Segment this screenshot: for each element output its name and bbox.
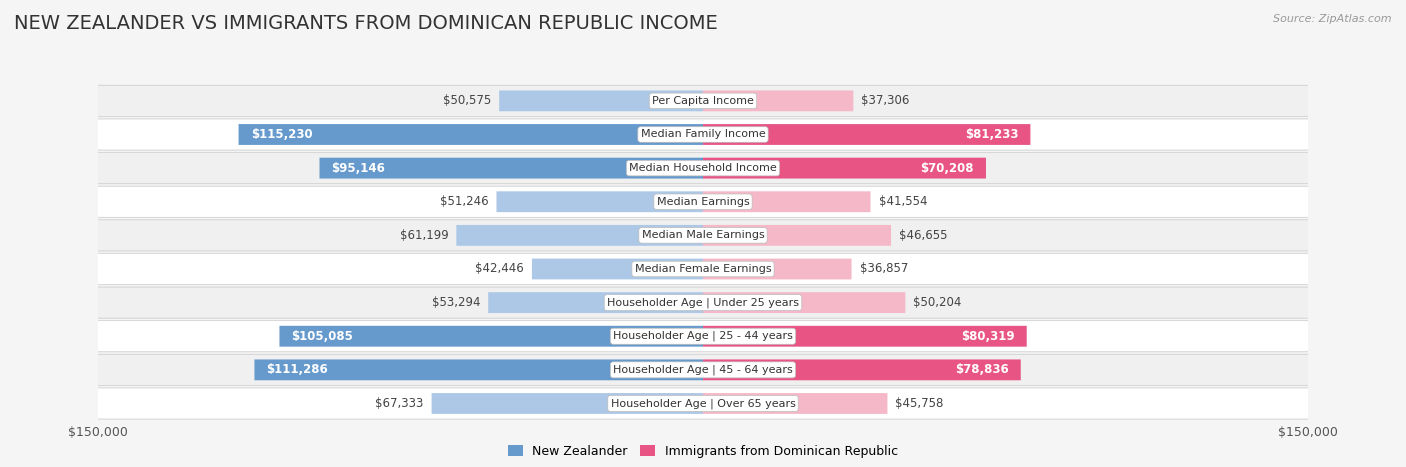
- FancyBboxPatch shape: [703, 360, 1021, 380]
- FancyBboxPatch shape: [254, 360, 703, 380]
- Text: $95,146: $95,146: [332, 162, 385, 175]
- Text: Median Female Earnings: Median Female Earnings: [634, 264, 772, 274]
- FancyBboxPatch shape: [86, 354, 1320, 386]
- FancyBboxPatch shape: [280, 326, 703, 347]
- Text: $51,246: $51,246: [440, 195, 488, 208]
- Text: NEW ZEALANDER VS IMMIGRANTS FROM DOMINICAN REPUBLIC INCOME: NEW ZEALANDER VS IMMIGRANTS FROM DOMINIC…: [14, 14, 718, 33]
- FancyBboxPatch shape: [86, 320, 1320, 353]
- Text: $37,306: $37,306: [862, 94, 910, 107]
- FancyBboxPatch shape: [86, 387, 1320, 420]
- FancyBboxPatch shape: [93, 85, 1313, 116]
- Text: $70,208: $70,208: [921, 162, 974, 175]
- Text: $41,554: $41,554: [879, 195, 927, 208]
- Text: Source: ZipAtlas.com: Source: ZipAtlas.com: [1274, 14, 1392, 24]
- Text: Householder Age | 45 - 64 years: Householder Age | 45 - 64 years: [613, 365, 793, 375]
- Text: Householder Age | Over 65 years: Householder Age | Over 65 years: [610, 398, 796, 409]
- Text: $81,233: $81,233: [965, 128, 1018, 141]
- Text: $50,575: $50,575: [443, 94, 491, 107]
- FancyBboxPatch shape: [496, 191, 703, 212]
- FancyBboxPatch shape: [93, 153, 1313, 184]
- FancyBboxPatch shape: [488, 292, 703, 313]
- FancyBboxPatch shape: [531, 259, 703, 279]
- FancyBboxPatch shape: [239, 124, 703, 145]
- Text: $115,230: $115,230: [250, 128, 312, 141]
- FancyBboxPatch shape: [86, 219, 1320, 252]
- Text: $78,836: $78,836: [955, 363, 1008, 376]
- Text: $61,199: $61,199: [399, 229, 449, 242]
- Text: $46,655: $46,655: [898, 229, 948, 242]
- FancyBboxPatch shape: [86, 185, 1320, 218]
- FancyBboxPatch shape: [86, 253, 1320, 285]
- FancyBboxPatch shape: [703, 393, 887, 414]
- Text: $42,446: $42,446: [475, 262, 524, 276]
- Text: $53,294: $53,294: [432, 296, 479, 309]
- FancyBboxPatch shape: [703, 225, 891, 246]
- FancyBboxPatch shape: [93, 220, 1313, 251]
- FancyBboxPatch shape: [703, 124, 1031, 145]
- Legend: New Zealander, Immigrants from Dominican Republic: New Zealander, Immigrants from Dominican…: [508, 445, 898, 458]
- FancyBboxPatch shape: [86, 85, 1320, 117]
- Text: $36,857: $36,857: [859, 262, 908, 276]
- Text: $67,333: $67,333: [375, 397, 423, 410]
- Text: Per Capita Income: Per Capita Income: [652, 96, 754, 106]
- Text: Householder Age | 25 - 44 years: Householder Age | 25 - 44 years: [613, 331, 793, 341]
- Text: Householder Age | Under 25 years: Householder Age | Under 25 years: [607, 297, 799, 308]
- FancyBboxPatch shape: [93, 186, 1313, 217]
- FancyBboxPatch shape: [457, 225, 703, 246]
- FancyBboxPatch shape: [86, 118, 1320, 151]
- Text: $105,085: $105,085: [291, 330, 353, 343]
- FancyBboxPatch shape: [86, 286, 1320, 319]
- FancyBboxPatch shape: [703, 91, 853, 111]
- FancyBboxPatch shape: [93, 321, 1313, 352]
- Text: Median Household Income: Median Household Income: [628, 163, 778, 173]
- FancyBboxPatch shape: [703, 292, 905, 313]
- Text: $50,204: $50,204: [914, 296, 962, 309]
- FancyBboxPatch shape: [703, 326, 1026, 347]
- FancyBboxPatch shape: [93, 254, 1313, 284]
- FancyBboxPatch shape: [93, 119, 1313, 150]
- Text: $111,286: $111,286: [267, 363, 328, 376]
- FancyBboxPatch shape: [93, 388, 1313, 419]
- FancyBboxPatch shape: [86, 152, 1320, 184]
- FancyBboxPatch shape: [93, 287, 1313, 318]
- Text: Median Earnings: Median Earnings: [657, 197, 749, 207]
- Text: $45,758: $45,758: [896, 397, 943, 410]
- Text: Median Family Income: Median Family Income: [641, 129, 765, 140]
- Text: $80,319: $80,319: [962, 330, 1015, 343]
- FancyBboxPatch shape: [93, 354, 1313, 385]
- FancyBboxPatch shape: [432, 393, 703, 414]
- FancyBboxPatch shape: [703, 191, 870, 212]
- FancyBboxPatch shape: [319, 158, 703, 178]
- FancyBboxPatch shape: [703, 158, 986, 178]
- FancyBboxPatch shape: [703, 259, 852, 279]
- Text: Median Male Earnings: Median Male Earnings: [641, 230, 765, 241]
- FancyBboxPatch shape: [499, 91, 703, 111]
